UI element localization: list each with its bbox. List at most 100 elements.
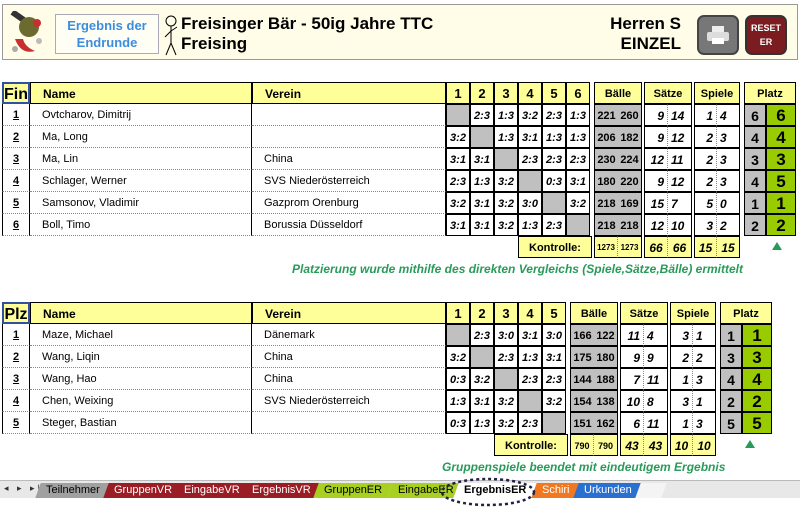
ergebnis-endrunde-button[interactable]: Ergebnis der Endrunde <box>55 14 159 54</box>
rank-link[interactable]: 6 <box>2 214 30 236</box>
match-result[interactable]: 1:3 <box>518 214 542 236</box>
match-result[interactable]: 2:3 <box>566 148 590 170</box>
match-result[interactable]: 2:3 <box>470 104 494 126</box>
match-result[interactable]: 3:0 <box>542 324 566 346</box>
match-result[interactable]: 2:3 <box>542 368 566 390</box>
baelle-lost: 218 <box>618 214 642 236</box>
reset-label: RESET <box>750 23 781 33</box>
saetze-won: 9 <box>644 170 668 192</box>
match-result[interactable]: 3:2 <box>446 126 470 148</box>
match-result[interactable]: 3:2 <box>494 170 518 192</box>
saetze-lost: 12 <box>668 170 692 192</box>
match-result[interactable]: 2:3 <box>470 324 494 346</box>
sheet-tab-ergebnisvr[interactable]: ErgebnisVR <box>241 483 322 498</box>
match-result[interactable]: 3:1 <box>518 126 542 148</box>
match-result[interactable]: 1:3 <box>446 390 470 412</box>
match-result[interactable]: 1:3 <box>494 104 518 126</box>
rank-link[interactable]: 4 <box>2 170 30 192</box>
spiele-won: 3 <box>670 390 693 412</box>
match-result[interactable]: 3:0 <box>518 192 542 214</box>
match-result[interactable]: 1:3 <box>542 126 566 148</box>
match-result[interactable]: 1:3 <box>566 104 590 126</box>
player-name: Boll, Timo <box>30 214 252 236</box>
platz-final: 2 <box>742 390 772 412</box>
match-result[interactable]: 3:1 <box>566 170 590 192</box>
spiele-lost: 3 <box>693 368 716 390</box>
header-bar: Ergebnis der Endrunde Freisinger Bär - 5… <box>2 4 798 60</box>
rank-link[interactable]: 3 <box>2 148 30 170</box>
rank-link[interactable]: 2 <box>2 126 30 148</box>
sheet-tab-urkunden[interactable]: Urkunden <box>573 483 643 498</box>
match-result[interactable]: 0:3 <box>446 412 470 434</box>
sheet-tab-gruppener[interactable]: GruppenER <box>313 483 393 498</box>
rank-link[interactable]: 3 <box>2 368 30 390</box>
match-result[interactable]: 2:3 <box>542 104 566 126</box>
match-result[interactable]: 3:1 <box>470 214 494 236</box>
player-name: Samsonov, Vladimir <box>30 192 252 214</box>
match-result[interactable]: 2:3 <box>518 412 542 434</box>
match-result[interactable]: 1:3 <box>470 170 494 192</box>
print-button[interactable] <box>697 15 739 55</box>
match-result[interactable]: 1:3 <box>518 346 542 368</box>
kontrolle-label: Kontrolle: <box>518 236 592 258</box>
match-result[interactable]: 3:2 <box>470 368 494 390</box>
saetze-lost: 12 <box>668 126 692 148</box>
match-result[interactable]: 2:3 <box>446 170 470 192</box>
kontrolle-baelle-won: 1273 <box>594 236 618 258</box>
saetze-lost: 10 <box>668 214 692 236</box>
match-result[interactable]: 3:1 <box>470 390 494 412</box>
match-result[interactable]: 3:1 <box>518 324 542 346</box>
platz-calculated: 4 <box>744 126 766 148</box>
rank-link[interactable]: 4 <box>2 390 30 412</box>
match-result[interactable]: 0:3 <box>542 170 566 192</box>
verein-column-header: Verein <box>252 82 446 104</box>
match-result[interactable]: 3:1 <box>542 346 566 368</box>
match-result[interactable]: 3:2 <box>494 192 518 214</box>
match-result[interactable]: 3:1 <box>470 192 494 214</box>
match-result[interactable]: 3:2 <box>446 192 470 214</box>
rank-link[interactable]: 1 <box>2 324 30 346</box>
sheet-tab-eingabevr[interactable]: EingabeVR <box>173 483 251 498</box>
match-result[interactable]: 3:2 <box>518 104 542 126</box>
match-result[interactable]: 3:1 <box>470 148 494 170</box>
match-result[interactable]: 2:3 <box>542 214 566 236</box>
match-result[interactable]: 3:1 <box>446 148 470 170</box>
insert-sheet-icon[interactable] <box>635 483 667 498</box>
match-result[interactable]: 2:3 <box>518 148 542 170</box>
spiele-lost: 1 <box>693 324 716 346</box>
match-result[interactable]: 3:2 <box>494 412 518 434</box>
spiele-won: 1 <box>670 412 693 434</box>
match-result[interactable]: 3:2 <box>566 192 590 214</box>
rank-link[interactable]: 5 <box>2 412 30 434</box>
match-result[interactable]: 0:3 <box>446 368 470 390</box>
match-result[interactable]: 2:3 <box>518 368 542 390</box>
baelle-lost: 188 <box>594 368 618 390</box>
rank-link[interactable]: 2 <box>2 346 30 368</box>
match-result[interactable]: 3:1 <box>446 214 470 236</box>
rank-link[interactable]: 5 <box>2 192 30 214</box>
saetze-lost: 11 <box>668 148 692 170</box>
match-result[interactable]: 1:3 <box>494 126 518 148</box>
platz-final: 3 <box>766 148 796 170</box>
match-result[interactable]: 3:2 <box>494 214 518 236</box>
sheet-nav-arrows[interactable]: ◂ ▸ ▸| <box>4 483 43 493</box>
match-result[interactable]: 3:2 <box>542 390 566 412</box>
saetze-lost: 9 <box>644 346 668 368</box>
reset-er-button[interactable]: RESET ER <box>745 15 787 55</box>
diagonal-cell <box>446 324 470 346</box>
name-column-header: Name <box>30 82 252 104</box>
match-result[interactable]: 3:2 <box>446 346 470 368</box>
match-result[interactable]: 2:3 <box>542 148 566 170</box>
diagonal-cell <box>494 368 518 390</box>
platz-final: 3 <box>742 346 772 368</box>
match-result[interactable]: 2:3 <box>494 346 518 368</box>
sheet-tab-teilnehmer[interactable]: Teilnehmer <box>35 483 111 498</box>
diagonal-cell <box>542 412 566 434</box>
match-result[interactable]: 1:3 <box>566 126 590 148</box>
rank-link[interactable]: 1 <box>2 104 30 126</box>
match-result[interactable]: 3:0 <box>494 324 518 346</box>
match-result[interactable]: 3:2 <box>494 390 518 412</box>
match-result[interactable]: 1:3 <box>470 412 494 434</box>
sheet-tab-gruppenvr[interactable]: GruppenVR <box>103 483 183 498</box>
diagonal-cell <box>446 104 470 126</box>
